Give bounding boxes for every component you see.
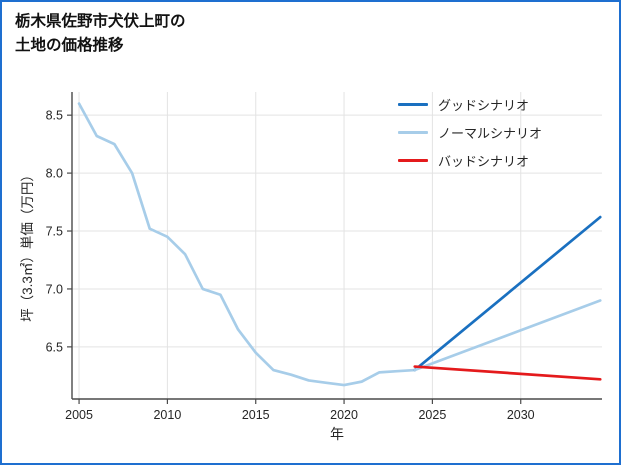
- svg-text:2015: 2015: [242, 408, 270, 422]
- svg-text:2025: 2025: [418, 408, 446, 422]
- legend-item-normal: ノーマルシナリオ: [398, 118, 542, 146]
- chart-title-line1: 栃木県佐野市犬伏上町の: [15, 13, 186, 30]
- svg-text:8.0: 8.0: [46, 167, 63, 181]
- svg-text:7.5: 7.5: [46, 225, 63, 239]
- chart-title: 栃木県佐野市犬伏上町の 土地の価格推移: [15, 10, 186, 58]
- svg-text:7.0: 7.0: [46, 282, 63, 296]
- chart-title-line2: 土地の価格推移: [15, 37, 124, 55]
- svg-text:8.5: 8.5: [46, 109, 63, 123]
- legend-line-bad-icon: [398, 158, 428, 162]
- legend-item-good: グッドシナリオ: [398, 90, 542, 118]
- legend-item-bad: バッドシナリオ: [398, 146, 542, 174]
- svg-text:6.5: 6.5: [46, 340, 63, 354]
- svg-text:2030: 2030: [507, 408, 535, 422]
- legend-label-good: グッドシナリオ: [438, 97, 530, 113]
- legend: グッドシナリオ ノーマルシナリオ バッドシナリオ: [398, 90, 542, 174]
- legend-line-normal-icon: [398, 130, 428, 134]
- legend-label-bad: バッドシナリオ: [438, 153, 530, 169]
- y-axis-label: 坪（3.3㎡）単価（万円）: [20, 168, 35, 322]
- svg-text:2020: 2020: [330, 408, 358, 422]
- legend-label-normal: ノーマルシナリオ: [438, 125, 543, 141]
- legend-line-good-icon: [398, 102, 428, 106]
- svg-text:2010: 2010: [153, 408, 181, 422]
- x-axis-label: 年: [330, 426, 344, 442]
- svg-text:2005: 2005: [65, 408, 93, 422]
